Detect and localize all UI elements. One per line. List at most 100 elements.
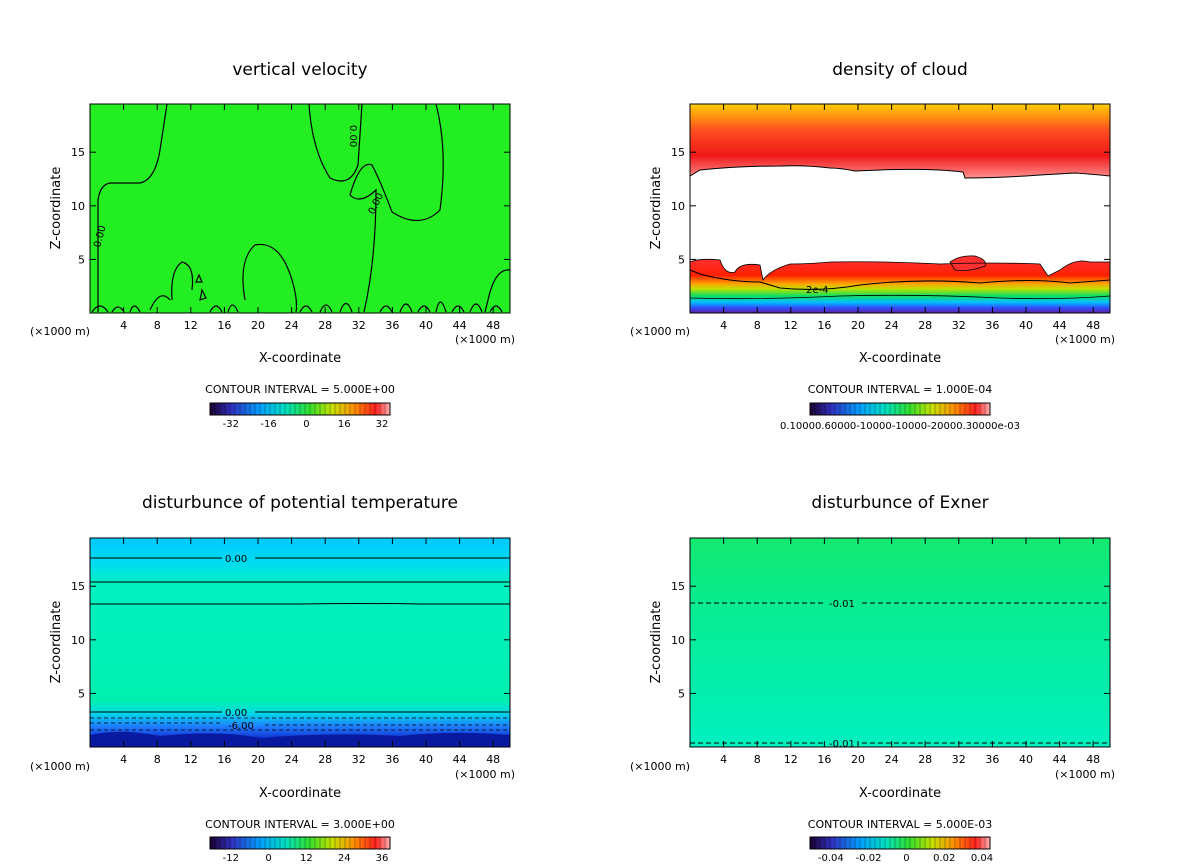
x-tick-label: 20: [851, 753, 865, 766]
plot-area: [89, 103, 511, 314]
contour-interval: CONTOUR INTERVAL = 5.000E-03: [808, 818, 992, 831]
colorbar-stripes: [814, 403, 986, 415]
contour-lines: [690, 602, 1110, 744]
x-tick-label: 36: [385, 753, 399, 766]
x-tick-label: 12: [184, 753, 198, 766]
upper-cloud-layer: [690, 104, 1110, 178]
x-axis-label: X-coordinate: [259, 351, 341, 366]
x-unit-right: (×1000 m): [1055, 768, 1115, 781]
x-tick-label: 48: [1086, 753, 1100, 766]
x-axis-label: X-coordinate: [259, 786, 341, 801]
lower-cloud-layer: [690, 259, 1110, 313]
chart-title: density of cloud: [832, 60, 968, 80]
y-tick-label: 15: [671, 580, 685, 593]
x-tick-label: 40: [1019, 319, 1033, 332]
x-tick-label: 24: [885, 319, 899, 332]
contour-label: -0.01: [829, 599, 855, 610]
colorbar-tick-labels: -0.04 -0.02 0 0.02 0.04: [818, 853, 993, 864]
colorbar-tick-label: 12: [300, 853, 313, 864]
contour-label: 0.00: [225, 554, 247, 565]
plot-area: [90, 538, 510, 747]
colorbar-tick-label: 32: [376, 419, 389, 430]
x-axis-label: X-coordinate: [859, 786, 941, 801]
panel-potential-temperature: disturbunce of potential temperature 0.0…: [30, 493, 515, 864]
x-tick-label: 48: [486, 319, 500, 332]
x-tick-label: 28: [918, 319, 932, 332]
colorbar-stripes: [814, 837, 986, 849]
x-tick-labels: 4 8 12 16 20 24 28 32 36 40 44 48: [120, 538, 500, 766]
panel-vertical-velocity: vertical velocity 0.00 0.00 0.00 4 8 12 16 2…: [30, 60, 515, 430]
x-tick-label: 36: [985, 753, 999, 766]
colorbar-stripes: [214, 403, 386, 415]
x-tick-label: 20: [251, 319, 265, 332]
x-tick-labels: 4 8 12 16 20 24 28 32 36 40 44 48: [120, 104, 500, 332]
plot-area: [690, 538, 1110, 747]
x-unit-left: (×1000 m): [630, 760, 690, 773]
x-tick-label: 20: [851, 319, 865, 332]
x-tick-label: 4: [120, 319, 127, 332]
x-tick-label: 28: [918, 753, 932, 766]
x-tick-label: 36: [985, 319, 999, 332]
contour-lines: [91, 103, 511, 313]
x-tick-label: 32: [952, 753, 966, 766]
x-tick-label: 24: [285, 319, 299, 332]
colorbar-tick-label: 0: [265, 853, 271, 864]
colorbar-tick-label: 36: [376, 853, 389, 864]
x-tick-label: 8: [154, 753, 161, 766]
x-tick-label: 24: [285, 753, 299, 766]
x-tick-label: 12: [184, 319, 198, 332]
colorbar-tick-labels: -32 -16 0 16 32: [223, 419, 389, 430]
colorbar-tick-label: 0: [303, 419, 309, 430]
x-tick-label: 4: [120, 753, 127, 766]
plot-frame: [89, 537, 511, 748]
x-unit-left: (×1000 m): [630, 325, 690, 338]
colorbar-tick-label: -16: [260, 419, 276, 430]
x-tick-label: 32: [352, 319, 366, 332]
x-unit-left: (×1000 m): [30, 760, 90, 773]
colorbar-stripes: [214, 837, 386, 849]
colorbar-tick-label: 0: [903, 853, 909, 864]
contour-lines: [90, 557, 510, 731]
colorbar-tick-label: 24: [338, 853, 351, 864]
y-tick-label: 10: [671, 200, 685, 213]
x-unit-right: (×1000 m): [455, 333, 515, 346]
y-tick-labels: 5 10 15: [71, 580, 510, 700]
x-tick-label: 28: [318, 753, 332, 766]
panel-exner: disturbunce of Exner -0.01 -0.01 4 8 12 16 2…: [630, 493, 1115, 864]
y-tick-label: 5: [678, 253, 685, 266]
x-unit-right: (×1000 m): [455, 768, 515, 781]
x-tick-label: 4: [720, 753, 727, 766]
y-tick-label: 15: [71, 580, 85, 593]
y-axis-label: Z-coordinate: [649, 601, 664, 684]
contour-interval: CONTOUR INTERVAL = 5.000E+00: [205, 383, 395, 396]
x-tick-label: 48: [1086, 319, 1100, 332]
x-tick-label: 12: [784, 753, 798, 766]
y-tick-label: 10: [71, 200, 85, 213]
y-tick-label: 15: [671, 146, 685, 159]
x-tick-label: 44: [453, 319, 467, 332]
x-tick-label: 44: [453, 753, 467, 766]
contour-label: 0.00: [225, 708, 247, 719]
colorbar-tick-label: -12: [223, 853, 239, 864]
chart-title: vertical velocity: [232, 60, 367, 80]
y-tick-labels: 5 10 15: [671, 580, 1110, 700]
x-tick-label: 12: [784, 319, 798, 332]
x-tick-label: 48: [486, 753, 500, 766]
x-unit-right: (×1000 m): [1055, 333, 1115, 346]
x-tick-label: 8: [754, 753, 761, 766]
x-tick-label: 44: [1053, 319, 1067, 332]
y-tick-labels: 5 10 15: [71, 146, 510, 266]
x-tick-label: 4: [720, 319, 727, 332]
contour-label: -0.01: [829, 739, 855, 750]
colorbar-tick-label: -0.04: [818, 853, 844, 864]
colorbar-tick-labels: 0.10000.60000-10000-10000-20000.30000e-0…: [780, 421, 1020, 432]
x-unit-left: (×1000 m): [30, 325, 90, 338]
x-tick-label: 16: [217, 319, 231, 332]
x-tick-label: 16: [817, 319, 831, 332]
colorbar-tick-label: 0.02: [933, 853, 955, 864]
plot-frame: [689, 537, 1111, 748]
x-tick-labels: 4 8 12 16 20 24 28 32 36 40 44 48: [720, 538, 1100, 766]
y-tick-labels: 5 10 15: [671, 146, 1110, 266]
x-tick-label: 32: [952, 319, 966, 332]
